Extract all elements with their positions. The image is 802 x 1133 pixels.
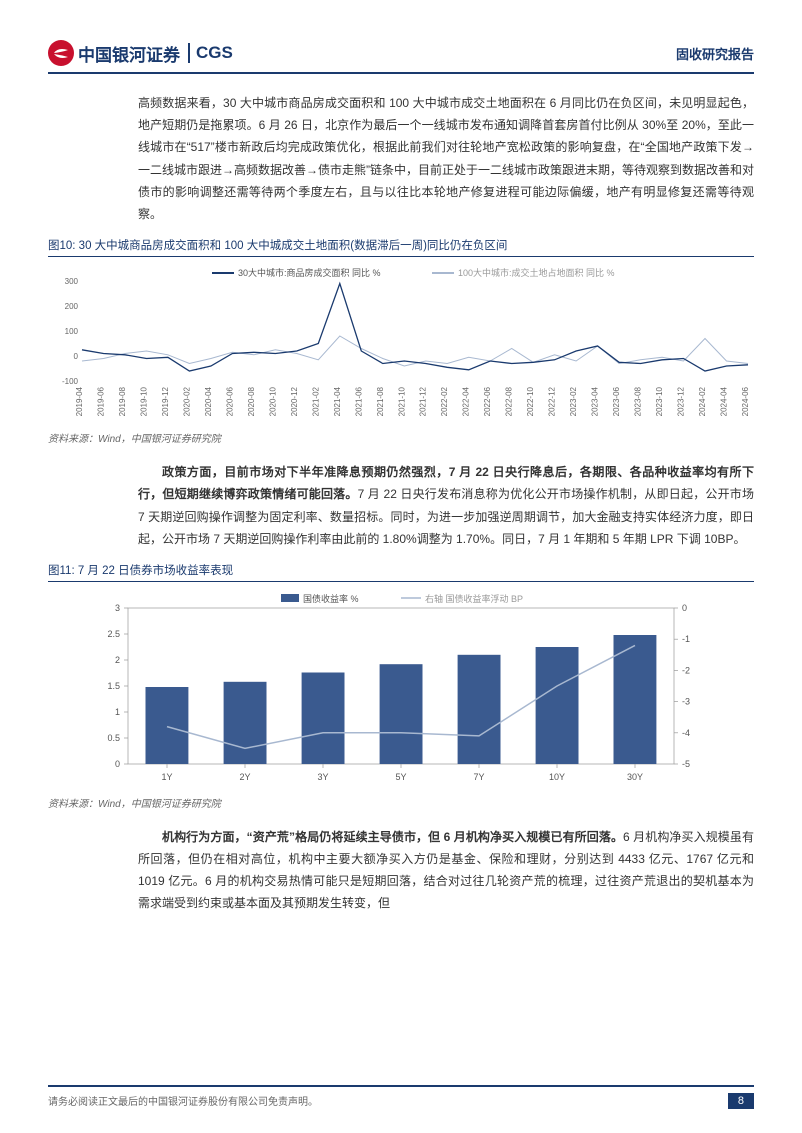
svg-text:2Y: 2Y (239, 772, 250, 782)
svg-text:2022-12: 2022-12 (548, 387, 557, 417)
svg-text:10Y: 10Y (549, 772, 565, 782)
svg-text:2023-06: 2023-06 (612, 387, 621, 417)
chart11-source: 资料来源：Wind，中国银河证券研究院 (48, 795, 754, 810)
svg-text:3Y: 3Y (317, 772, 328, 782)
page-header: 中国银河证券 CGS 固收研究报告 (48, 40, 754, 74)
svg-text:30Y: 30Y (627, 772, 643, 782)
svg-text:国债收益率 %: 国债收益率 % (303, 593, 359, 604)
page-number: 8 (728, 1093, 754, 1109)
svg-text:2020-04: 2020-04 (204, 387, 213, 417)
logo-text-en: CGS (188, 43, 233, 63)
chart10-svg: -100 0 100 200 300 2019-04 2019-06 2019-08 2019-… (48, 263, 754, 423)
svg-text:100: 100 (65, 327, 79, 336)
svg-text:2020-10: 2020-10 (268, 387, 277, 417)
svg-text:2021-12: 2021-12 (419, 387, 428, 417)
chart11-svg: 0 0.5 1 1.5 2 2.5 3 -5 -4 -3 -2 -1 0 1Y 2Y 3Y 5Y 7Y 10Y 30Y… (48, 588, 754, 788)
svg-text:5Y: 5Y (395, 772, 406, 782)
svg-text:2023-08: 2023-08 (634, 387, 643, 417)
svg-text:2022-04: 2022-04 (462, 387, 471, 417)
svg-text:2021-06: 2021-06 (354, 387, 363, 417)
svg-text:2023-02: 2023-02 (569, 387, 578, 417)
logo-area: 中国银河证券 CGS (48, 40, 233, 66)
svg-text:2019-10: 2019-10 (139, 387, 148, 417)
disclaimer: 请务必阅读正文最后的中国银河证券股份有限公司免责声明。 (48, 1093, 318, 1109)
svg-text:0: 0 (74, 352, 79, 361)
svg-text:-3: -3 (682, 696, 690, 706)
chart11-title: 图11: 7 月 22 日债券市场收益率表现 (48, 562, 754, 582)
svg-text:2021-02: 2021-02 (311, 387, 320, 417)
chart10-title: 图10: 30 大中城商品房成交面积和 100 大中城成交土地面积(数据滞后一周… (48, 237, 754, 257)
svg-text:30大中城市:商品房成交面积 同比 %: 30大中城市:商品房成交面积 同比 % (238, 267, 381, 278)
svg-text:2021-10: 2021-10 (397, 387, 406, 417)
svg-text:0.5: 0.5 (107, 733, 120, 743)
svg-text:2022-10: 2022-10 (526, 387, 535, 417)
chart10: -100 0 100 200 300 2019-04 2019-06 2019-08 2019-… (48, 263, 754, 426)
svg-text:2020-08: 2020-08 (247, 387, 256, 417)
svg-text:2024-04: 2024-04 (720, 387, 729, 417)
paragraph-3: 机构行为方面，“资产荒”格局仍将延续主导债市，但 6 月机构净买入规模已有所回落… (48, 826, 754, 915)
svg-text:2019-12: 2019-12 (161, 387, 170, 417)
svg-text:7Y: 7Y (473, 772, 484, 782)
chart11: 0 0.5 1 1.5 2 2.5 3 -5 -4 -3 -2 -1 0 1Y 2Y 3Y 5Y 7Y 10Y 30Y… (48, 588, 754, 791)
svg-text:1.5: 1.5 (107, 681, 120, 691)
paragraph-2: 政策方面，目前市场对下半年准降息预期仍然强烈，7 月 22 日央行降息后，各期限… (48, 461, 754, 550)
svg-text:2021-04: 2021-04 (333, 387, 342, 417)
svg-text:2022-06: 2022-06 (483, 387, 492, 417)
svg-text:1: 1 (115, 707, 120, 717)
svg-text:2021-08: 2021-08 (376, 387, 385, 417)
svg-text:2023-10: 2023-10 (655, 387, 664, 417)
svg-text:2019-04: 2019-04 (75, 387, 84, 417)
page-footer: 请务必阅读正文最后的中国银河证券股份有限公司免责声明。 8 (48, 1085, 754, 1109)
svg-text:2023-12: 2023-12 (677, 387, 686, 417)
svg-text:右轴 国债收益率浮动 BP: 右轴 国债收益率浮动 BP (425, 593, 523, 604)
chart10-source: 资料来源：Wind，中国银河证券研究院 (48, 430, 754, 445)
report-type: 固收研究报告 (676, 44, 754, 63)
svg-text:-4: -4 (682, 728, 690, 738)
svg-text:2022-08: 2022-08 (505, 387, 514, 417)
svg-text:2: 2 (115, 655, 120, 665)
logo-icon (48, 40, 74, 66)
svg-text:2019-08: 2019-08 (118, 387, 127, 417)
logo-text-cn: 中国银河证券 (78, 41, 180, 66)
svg-text:2020-02: 2020-02 (182, 387, 191, 417)
svg-text:3: 3 (115, 603, 120, 613)
svg-text:2020-06: 2020-06 (225, 387, 234, 417)
paragraph-1: 高频数据来看，30 大中城市商品房成交面积和 100 大中城市成交土地面积在 6… (48, 92, 754, 225)
svg-text:2020-12: 2020-12 (290, 387, 299, 417)
svg-text:-100: -100 (62, 377, 79, 386)
svg-text:2019-06: 2019-06 (96, 387, 105, 417)
svg-text:-1: -1 (682, 634, 690, 644)
para3-bold: 机构行为方面，“资产荒”格局仍将延续主导债市，但 6 月机构净买入规模已有所回落… (162, 830, 623, 844)
svg-text:-2: -2 (682, 665, 690, 675)
svg-text:100大中城市:成交土地占地面积 同比 %: 100大中城市:成交土地占地面积 同比 % (458, 267, 615, 278)
svg-text:2022-02: 2022-02 (440, 387, 449, 417)
svg-text:-5: -5 (682, 759, 690, 769)
svg-text:300: 300 (65, 277, 79, 286)
svg-text:2024-06: 2024-06 (741, 387, 750, 417)
svg-text:1Y: 1Y (161, 772, 172, 782)
svg-text:2.5: 2.5 (107, 629, 120, 639)
svg-text:200: 200 (65, 302, 79, 311)
svg-text:0: 0 (115, 759, 120, 769)
svg-text:2023-04: 2023-04 (591, 387, 600, 417)
svg-text:0: 0 (682, 603, 687, 613)
svg-text:2024-02: 2024-02 (698, 387, 707, 417)
